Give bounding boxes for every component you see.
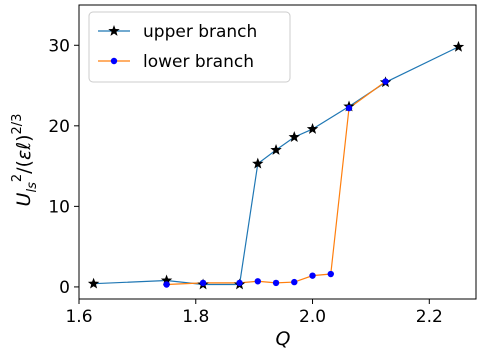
- legend-label-lower: lower branch: [143, 52, 254, 72]
- series-layer: [87, 40, 465, 290]
- x-tick-label: 2.2: [416, 307, 443, 327]
- data-point-upper: [452, 40, 465, 52]
- y-tick-label: 20: [48, 117, 70, 137]
- data-point-upper: [87, 277, 100, 289]
- x-axis-ticks: 1.6 1.8 2.0 2.2: [65, 299, 443, 327]
- data-point-upper: [306, 123, 319, 134]
- data-point-lower: [199, 279, 207, 287]
- data-point-upper: [270, 143, 282, 155]
- data-point-lower: [236, 279, 243, 287]
- x-tick-label: 1.6: [65, 307, 92, 327]
- legend-box: [88, 11, 291, 83]
- data-point-upper: [288, 131, 300, 142]
- series-line-0: [93, 46, 459, 286]
- data-point-lower: [291, 278, 298, 286]
- y-axis-ticks: 0 10 20 30: [48, 36, 79, 298]
- data-point-upper: [252, 157, 264, 169]
- data-point-lower: [272, 279, 280, 287]
- y-axis-label: Uls2/(εℓ)2/3: [10, 114, 40, 207]
- series-line-1: [166, 81, 386, 286]
- data-point-lower: [163, 281, 170, 288]
- legend-marker-lower: [110, 57, 118, 65]
- x-tick-label: 1.8: [182, 307, 209, 327]
- data-point-lower: [345, 104, 353, 112]
- x-tick-label: 2.0: [299, 307, 326, 327]
- x-axis-label: Q: [276, 328, 291, 350]
- data-point-lower: [327, 270, 334, 278]
- y-tick-label: 0: [59, 278, 70, 298]
- y-tick-label: 30: [48, 36, 70, 56]
- data-point-lower: [309, 272, 316, 279]
- legend: upper branch lower branch: [88, 11, 291, 83]
- data-point-upper: [160, 274, 173, 286]
- legend-label-upper: upper branch: [143, 22, 257, 42]
- data-point-lower: [254, 278, 261, 285]
- legend-marker-upper: [108, 25, 120, 36]
- plot-frame: [78, 4, 477, 300]
- data-point-lower: [382, 78, 389, 85]
- y-tick-label: 10: [48, 197, 70, 217]
